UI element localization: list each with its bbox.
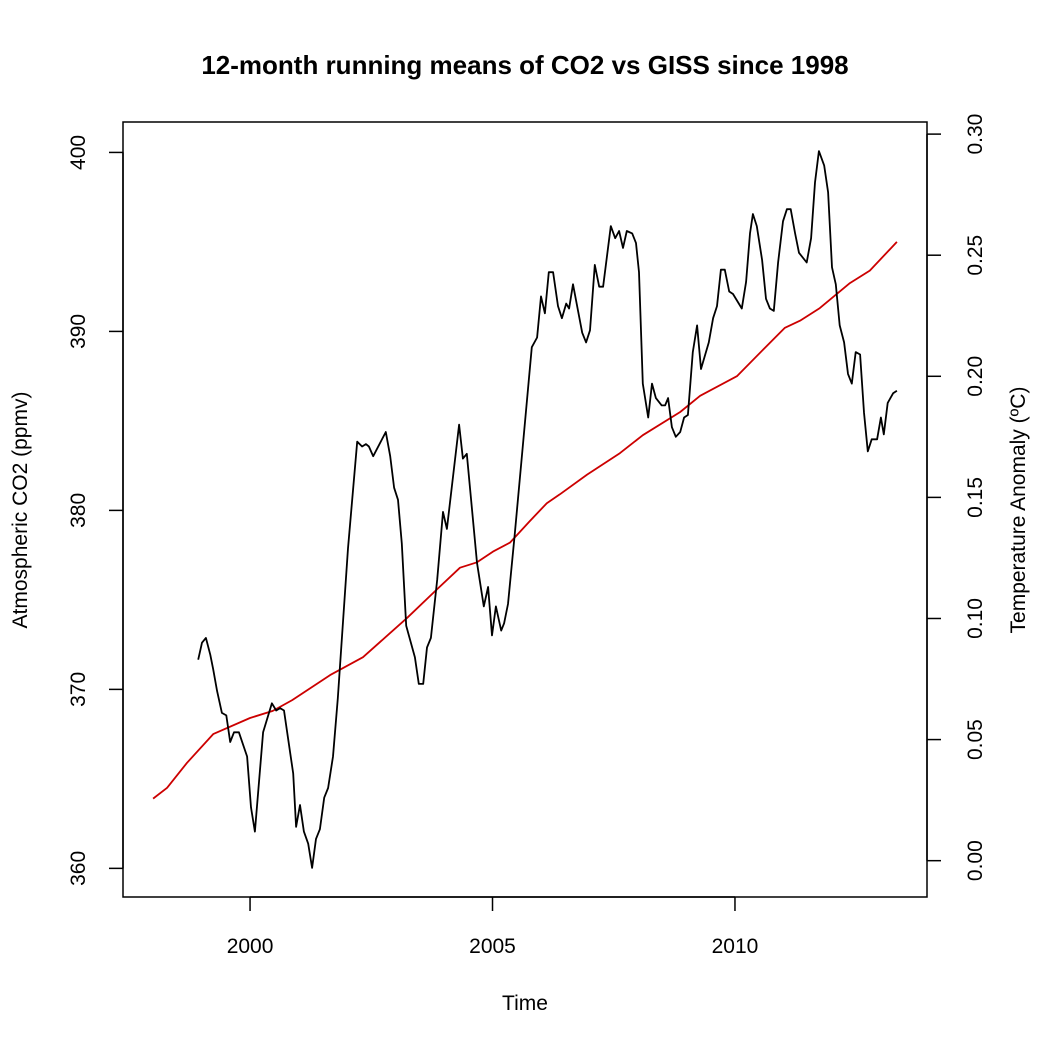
x-tick-label: 2000 bbox=[227, 935, 274, 958]
y-right-tick-label: 0.30 bbox=[964, 114, 987, 155]
x-axis-label: Time bbox=[502, 992, 548, 1015]
y-right-tick-label: 0.10 bbox=[964, 598, 987, 639]
y-left-tick-label: 360 bbox=[67, 851, 90, 886]
y-left-tick-label: 370 bbox=[67, 672, 90, 707]
series-layer bbox=[152, 150, 898, 869]
chart-title: 12-month running means of CO2 vs GISS si… bbox=[201, 50, 848, 80]
y-left-tick-label: 380 bbox=[67, 493, 90, 528]
temperature-series-line bbox=[197, 150, 898, 869]
co2-series-line bbox=[152, 241, 898, 800]
y-right-tick-label: 0.00 bbox=[964, 840, 987, 881]
x-tick-label: 2010 bbox=[712, 935, 759, 958]
y-axis-right-label: Temperature Anomaly (ºC) bbox=[1007, 387, 1030, 634]
y-left-tick-label: 400 bbox=[67, 135, 90, 170]
y-axis-left-label: Atmospheric CO2 (ppmv) bbox=[9, 392, 32, 629]
y-right-tick-label: 0.20 bbox=[964, 356, 987, 397]
y-right-tick-label: 0.15 bbox=[964, 477, 987, 518]
y-right-tick-label: 0.05 bbox=[964, 719, 987, 760]
y-left-tick-label: 390 bbox=[67, 314, 90, 349]
x-tick-label: 2005 bbox=[469, 935, 516, 958]
plot-frame bbox=[122, 121, 928, 898]
axes: 2000 2005 2010 360 370 380 390 400 0.00 0.05 0.10 0… bbox=[67, 114, 987, 958]
y-right-tick-label: 0.25 bbox=[964, 235, 987, 276]
